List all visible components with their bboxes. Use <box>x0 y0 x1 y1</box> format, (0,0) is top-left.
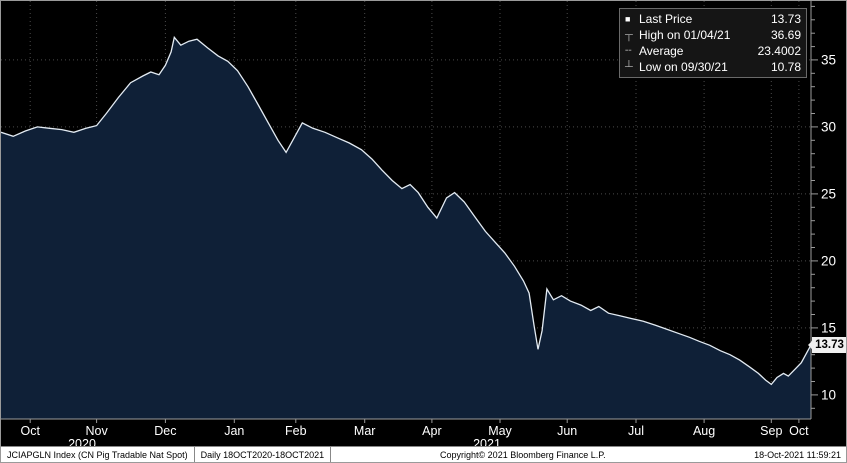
high-marker-icon: ┬ <box>625 28 633 41</box>
legend-label: High on 01/04/21 <box>639 28 731 42</box>
x-axis-label: Jun <box>557 424 577 438</box>
legend-label: Last Price <box>639 12 693 26</box>
x-axis-label: Apr <box>422 424 441 438</box>
x-axis-label: Feb <box>285 424 307 438</box>
x-axis-label: Oct <box>789 424 809 438</box>
price-line <box>1 35 812 386</box>
price-chart-svg[interactable]: 10 15 20 25 30 35 Oct Nov Dec Jan Feb Mar Apr May Jun J… <box>1 1 847 448</box>
status-bar: JCIAPGLN Index (CN Pig Tradable Nat Spot… <box>1 446 846 462</box>
legend-label: Low on 09/30/21 <box>639 60 728 74</box>
legend-value: 13.73 <box>770 12 801 26</box>
x-axis-label: Aug <box>693 424 715 438</box>
average-marker-icon: ╌ <box>625 44 632 57</box>
y-axis-label: 30 <box>821 119 836 134</box>
ticker-description[interactable]: JCIAPGLN Index (CN Pig Tradable Nat Spot… <box>1 447 195 462</box>
legend-value: 36.69 <box>770 28 801 42</box>
y-axis-label: 15 <box>821 320 836 335</box>
chart-legend[interactable]: ■ Last Price 13.73 ┬ High on 01/04/21 36… <box>619 8 807 78</box>
x-axis-label: Nov <box>85 424 108 438</box>
timestamp: 18-Oct-2021 11:59:21 <box>754 449 841 460</box>
legend-label: Average <box>639 44 684 58</box>
copyright-text: Copyright© 2021 Bloomberg Finance L.P. <box>440 449 606 460</box>
legend-row-last-price[interactable]: ■ Last Price 13.73 <box>625 11 801 27</box>
low-marker-icon: ┴ <box>625 60 633 73</box>
x-axis-label: Dec <box>154 424 176 438</box>
last-price-value: 13.73 <box>815 339 844 351</box>
date-range[interactable]: Daily 18OCT2020-18OCT2021 <box>195 447 332 462</box>
x-axis-label: Jan <box>224 424 244 438</box>
legend-row-average[interactable]: ╌ Average 23.4002 <box>625 43 801 59</box>
y-axis-label: 25 <box>821 186 836 201</box>
price-area-fill <box>1 37 811 420</box>
last-price-axis-badge: 13.73 <box>808 337 846 353</box>
x-axis-label: Mar <box>354 424 376 438</box>
legend-row-high[interactable]: ┬ High on 01/04/21 36.69 <box>625 27 801 43</box>
legend-value: 10.78 <box>770 60 801 74</box>
x-axis-label: Jul <box>628 424 644 438</box>
y-axis-label: 35 <box>821 52 836 67</box>
y-axis-label: 10 <box>821 387 836 402</box>
year-label: 2020 <box>68 437 96 448</box>
x-axis-label: Sep <box>760 424 782 438</box>
legend-row-low[interactable]: ┴ Low on 09/30/21 10.78 <box>625 59 801 75</box>
x-axis-label: Oct <box>20 424 40 438</box>
y-axis-label: 20 <box>821 253 836 268</box>
last-price-marker-icon: ■ <box>625 13 631 24</box>
x-axis-label: May <box>488 424 512 438</box>
year-label: 2021 <box>473 437 501 448</box>
chart-plot-area[interactable]: 10 15 20 25 30 35 Oct Nov Dec Jan Feb Mar Apr May Jun J… <box>1 1 847 448</box>
legend-value: 23.4002 <box>757 44 801 58</box>
